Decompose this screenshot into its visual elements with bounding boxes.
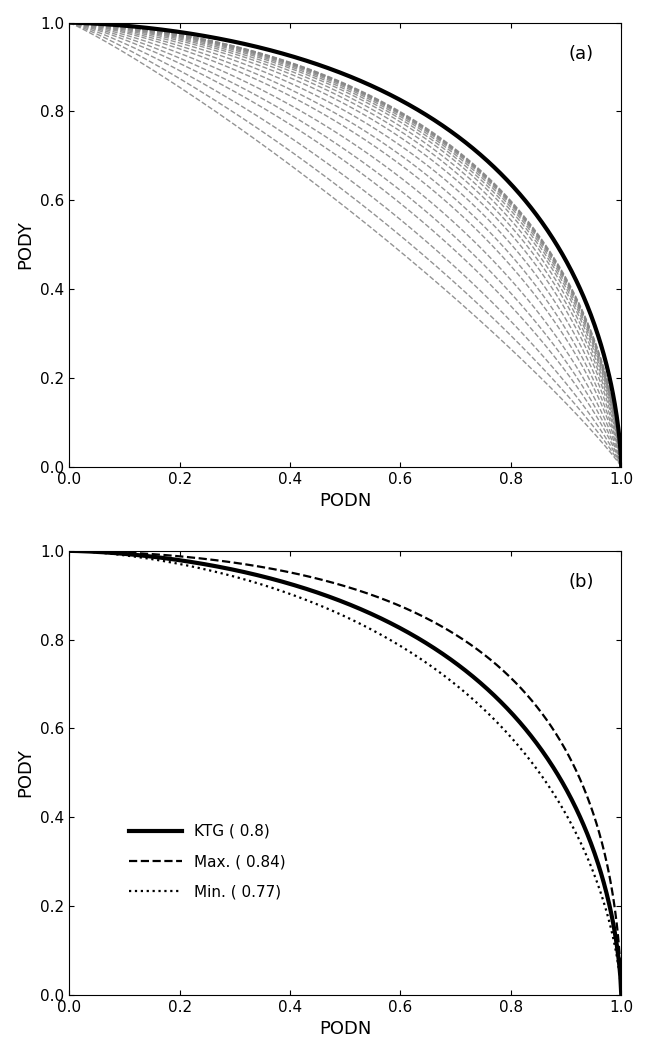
Min. ( 0.77) [618, 989, 625, 1001]
Max. ( 0.84) [391, 597, 398, 610]
Max. ( 0.84) [207, 553, 215, 565]
Min. ( 0.77) [391, 636, 398, 649]
Legend: KTG ( 0.8), Max. ( 0.84), Min. ( 0.77): KTG ( 0.8), Max. ( 0.84), Min. ( 0.77) [121, 817, 294, 907]
Max. ( 0.84) [481, 649, 489, 661]
Max. ( 0.84) [163, 549, 171, 561]
Text: (a): (a) [569, 45, 593, 63]
KTG ( 0.8) [163, 552, 171, 564]
Max. ( 0.84) [315, 573, 323, 586]
Max. ( 0.84) [66, 544, 73, 557]
Min. ( 0.77) [163, 555, 171, 568]
KTG ( 0.8) [66, 544, 73, 557]
KTG ( 0.8) [207, 559, 215, 572]
Min. ( 0.77) [66, 544, 73, 557]
KTG ( 0.8) [315, 587, 323, 599]
KTG ( 0.8) [481, 680, 489, 693]
Min. ( 0.77) [315, 599, 323, 612]
X-axis label: PODN: PODN [319, 1020, 372, 1038]
Line: KTG ( 0.8): KTG ( 0.8) [70, 551, 621, 995]
Max. ( 0.84) [618, 989, 625, 1001]
Min. ( 0.77) [434, 665, 442, 677]
Min. ( 0.77) [207, 564, 215, 577]
Min. ( 0.77) [481, 704, 489, 716]
KTG ( 0.8) [618, 989, 625, 1001]
Line: Min. ( 0.77): Min. ( 0.77) [70, 551, 621, 995]
KTG ( 0.8) [391, 619, 398, 632]
Y-axis label: PODY: PODY [17, 748, 34, 798]
Text: (b): (b) [568, 573, 593, 591]
KTG ( 0.8) [434, 645, 442, 657]
Y-axis label: PODY: PODY [17, 220, 34, 269]
Max. ( 0.84) [434, 618, 442, 631]
X-axis label: PODN: PODN [319, 492, 372, 511]
Line: Max. ( 0.84): Max. ( 0.84) [70, 551, 621, 995]
